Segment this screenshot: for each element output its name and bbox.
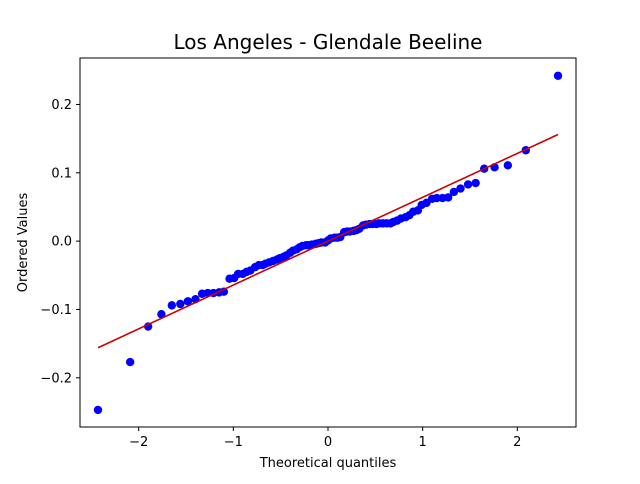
x-tick-label: 1 — [419, 435, 427, 450]
data-point — [444, 193, 453, 202]
y-tick-label: 0.0 — [51, 235, 72, 250]
data-point — [143, 322, 153, 331]
x-tick-label: −1 — [224, 435, 243, 450]
data-point — [449, 187, 459, 197]
data-point — [183, 297, 193, 306]
axes-frame — [79, 57, 577, 428]
x-tick-label: −2 — [129, 435, 148, 450]
data-point — [456, 184, 465, 193]
x-tick-label: 2 — [513, 435, 521, 450]
data-point — [471, 178, 480, 188]
x-axis-label: Theoretical quantiles — [259, 456, 397, 471]
axis-ticks: −2 −1 0 1 2 −0.2 −0.1 0.0 0.1 0.2 — [40, 98, 521, 450]
y-tick-label: 0.2 — [51, 98, 72, 113]
data-point — [125, 357, 135, 367]
data-point — [176, 299, 185, 309]
y-tick-label: 0.1 — [51, 166, 72, 181]
chart-title: Los Angeles - Glendale Beeline — [173, 30, 482, 54]
data-point — [167, 301, 177, 310]
x-tick-label: 0 — [324, 435, 332, 450]
y-axis-label: Ordered Values — [16, 193, 31, 293]
data-point — [157, 310, 166, 319]
data-point — [463, 180, 473, 189]
y-tick-label: −0.2 — [40, 371, 72, 386]
y-tick-label: −0.1 — [40, 303, 72, 318]
data-point — [553, 71, 563, 80]
data-point — [503, 161, 513, 170]
fit-line — [97, 133, 559, 349]
plot-area — [93, 71, 563, 415]
data-point — [93, 405, 103, 415]
